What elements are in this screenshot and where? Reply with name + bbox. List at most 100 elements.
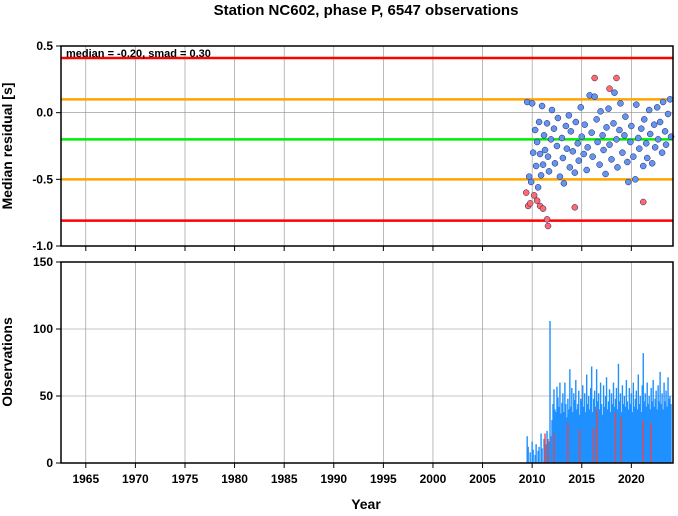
- observation-bar: [540, 433, 542, 463]
- observation-bar: [607, 401, 610, 463]
- observations-x-tick-label: 1965: [72, 472, 99, 486]
- observation-bar: [652, 379, 654, 463]
- residual-point: [535, 118, 543, 126]
- residual-point: [532, 162, 540, 170]
- observation-bar: [559, 382, 561, 463]
- observation-bar: [608, 389, 611, 463]
- observation-bar: [635, 390, 637, 463]
- observation-bar: [587, 396, 590, 463]
- observation-bar: [558, 406, 560, 463]
- observation-bar: [535, 444, 537, 463]
- observation-bar: [615, 387, 618, 463]
- residual-point: [651, 144, 659, 151]
- residual-point: [558, 134, 566, 142]
- observation-bar: [670, 404, 672, 463]
- residual-y-tick-label: -1.0: [32, 239, 53, 253]
- observation-bar: [532, 449, 534, 463]
- observation-bar: [661, 393, 663, 463]
- residual-point: [578, 133, 585, 140]
- residual-point: [544, 153, 552, 160]
- observation-bar: [561, 402, 563, 463]
- residual-point: [628, 122, 635, 130]
- observation-bar: [537, 450, 539, 463]
- observations-x-tick-label: 1980: [221, 472, 248, 486]
- outlier-bar: [650, 422, 652, 463]
- observation-bar: [582, 385, 584, 463]
- median-smad-annotation: median = -0.20, smad = 0.30: [66, 48, 211, 60]
- observation-bar: [613, 406, 616, 463]
- observation-bar: [631, 412, 634, 463]
- observation-bar: [641, 385, 643, 463]
- observation-bar: [574, 400, 576, 463]
- residual-point: [599, 132, 606, 139]
- residual-point: [560, 180, 568, 187]
- residual-point: [533, 138, 541, 146]
- outlier-bar: [620, 417, 623, 463]
- observation-bar: [658, 401, 660, 463]
- observation-bar: [667, 377, 669, 463]
- observation-bar: [564, 382, 566, 463]
- observation-bar: [594, 406, 597, 463]
- observation-bar: [586, 404, 589, 463]
- observation-bar: [660, 404, 662, 463]
- residual-point: [627, 138, 634, 146]
- observation-bar: [601, 414, 604, 463]
- observation-bar: [527, 446, 529, 463]
- observation-bar: [552, 404, 554, 463]
- observations-x-tick-label: 1990: [320, 472, 347, 486]
- observation-bar: [553, 389, 555, 463]
- observations-x-tick-label: 2010: [519, 472, 546, 486]
- observation-bar: [639, 396, 641, 463]
- observation-bar: [593, 390, 596, 463]
- observation-bar: [626, 401, 629, 463]
- observation-bar: [612, 382, 615, 463]
- residual-point: [610, 120, 617, 127]
- observations-y-tick-label: 100: [33, 322, 53, 336]
- residual-point: [534, 184, 542, 191]
- residual-y-tick-label: -0.5: [32, 172, 53, 186]
- residual-point: [621, 132, 628, 139]
- residual-point: [559, 154, 567, 162]
- observation-bar: [648, 396, 650, 463]
- observation-bar: [669, 396, 671, 463]
- residual-point: [635, 134, 642, 142]
- residual-point: [643, 154, 651, 162]
- residual-y-axis-label: Median residual [s]: [0, 83, 15, 210]
- outlier-point: [533, 197, 541, 204]
- residual-point: [580, 150, 587, 158]
- observation-bar: [622, 404, 625, 463]
- residual-point: [529, 149, 537, 156]
- observation-bar: [659, 371, 661, 463]
- observation-bar: [573, 393, 575, 463]
- residual-point: [613, 136, 620, 143]
- residual-point: [539, 161, 547, 168]
- observation-bar: [637, 374, 639, 463]
- residual-point: [645, 106, 653, 114]
- residual-point: [527, 178, 535, 186]
- observation-bar: [566, 417, 568, 463]
- residual-point: [654, 136, 662, 143]
- observation-bar: [548, 441, 550, 463]
- outlier-point: [571, 204, 579, 211]
- residual-point: [600, 146, 607, 154]
- observation-bar: [630, 393, 633, 463]
- observation-bar: [568, 409, 570, 463]
- observations-y-tick-label: 0: [46, 456, 53, 470]
- residual-frame: [60, 45, 674, 247]
- outlier-bar: [544, 433, 546, 463]
- observation-bar: [529, 452, 531, 463]
- residual-point: [566, 164, 574, 171]
- observation-bar: [554, 409, 556, 463]
- observation-bar: [665, 390, 667, 463]
- observation-bar: [627, 409, 630, 463]
- residual-point: [606, 141, 613, 148]
- residual-point: [537, 172, 545, 179]
- residual-point: [556, 173, 564, 180]
- residual-point: [574, 140, 582, 147]
- residual-point: [540, 132, 548, 139]
- outlier-point: [539, 205, 547, 212]
- observation-bar: [600, 404, 603, 463]
- residual-point: [597, 108, 604, 115]
